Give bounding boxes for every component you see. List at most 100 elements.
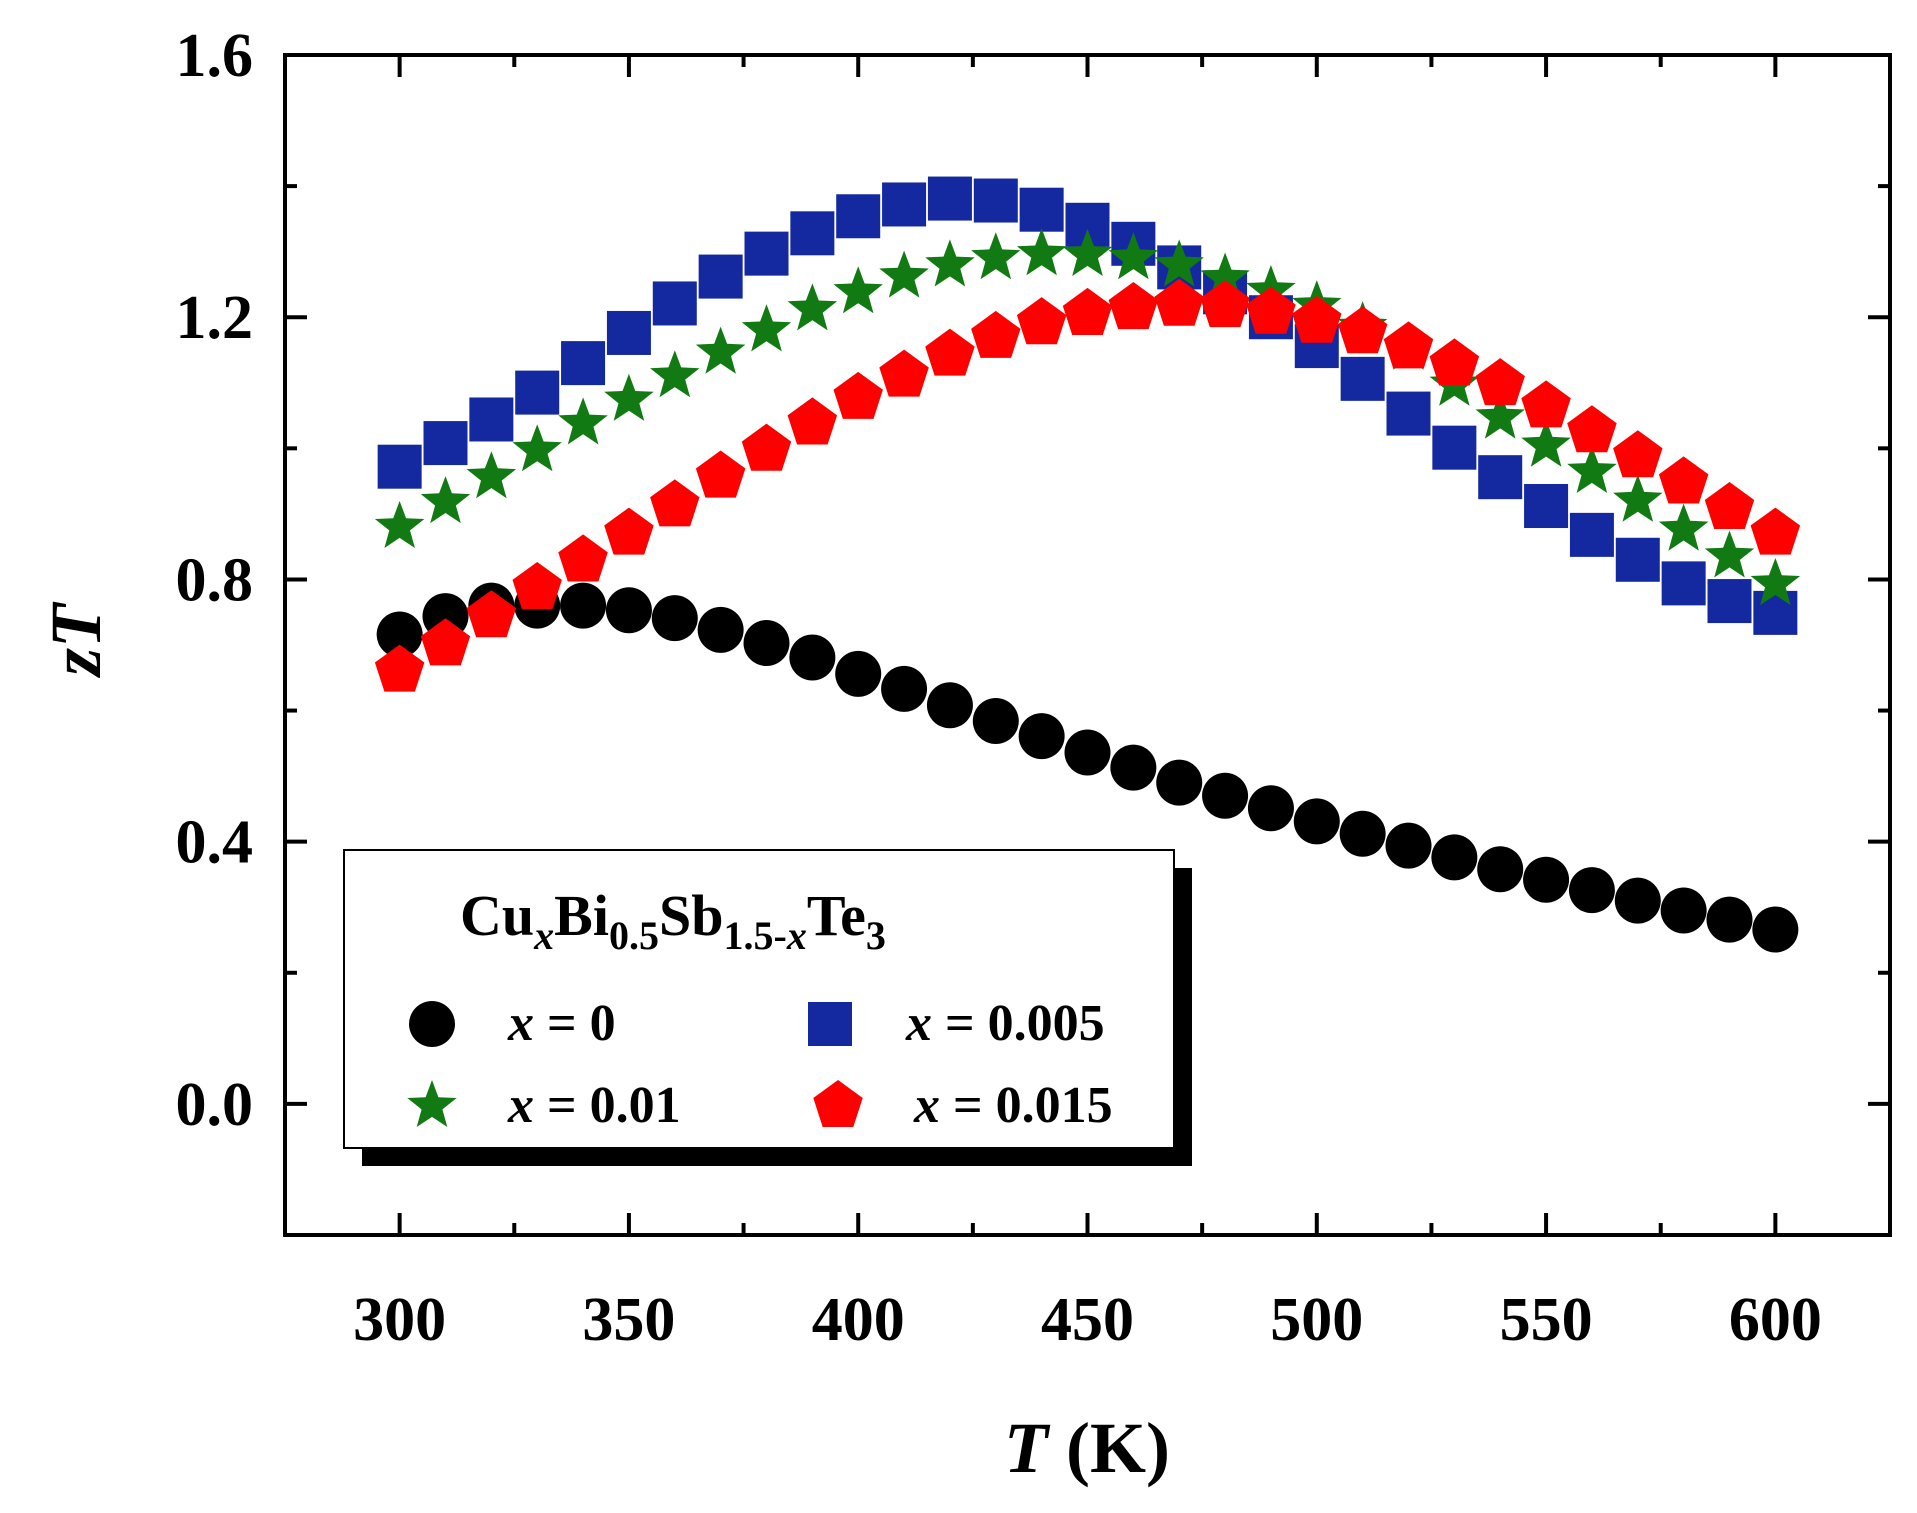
data-point [1383,321,1434,369]
legend: CuxBi0.5Sb1.5-xTe3 x = 0 x = 0.005 x = 0… [343,849,1192,1166]
data-point [1016,297,1067,345]
data-point [1156,759,1203,806]
legend-marker-1 [808,1002,852,1046]
data-point [1064,729,1111,776]
legend-marker-0 [409,1001,455,1047]
data-point [1431,834,1478,881]
data-point [1750,507,1801,555]
data-point [789,634,836,681]
data-point [879,250,929,298]
data-point [1661,561,1706,606]
data-point [1432,425,1477,470]
data-point [1706,896,1753,943]
data-point [695,326,746,374]
x-tick-label: 550 [1500,1286,1593,1354]
data-point [1200,280,1250,328]
x-tick-label: 300 [353,1286,446,1354]
data-point [1386,391,1431,436]
data-point [1246,286,1296,334]
x-tick-label: 450 [1041,1286,1134,1354]
data-point [1658,503,1709,551]
data-point [879,349,929,397]
x-tick-label: 500 [1270,1286,1363,1354]
data-point [1569,512,1614,557]
data-point [833,266,883,314]
x-tick-label: 350 [582,1286,675,1354]
data-point [835,650,882,697]
data-point [1478,455,1523,500]
legend-markers [407,1001,863,1127]
data-point [604,507,654,555]
data-point [1429,338,1480,386]
y-axis-title: zT [36,601,116,679]
data-point [971,310,1021,358]
data-point [1337,306,1388,354]
y-tick-label: 0.8 [176,546,254,614]
legend-title: CuxBi0.5Sb1.5-xTe3 [460,883,886,958]
data-point [558,397,608,445]
data-point [512,562,562,609]
data-point [1247,785,1294,832]
data-point [787,397,838,445]
series-0 [376,582,1799,953]
data-point [558,534,608,582]
y-tick-label: 0.4 [176,809,254,877]
data-point [1200,252,1250,300]
data-point [1062,228,1113,276]
x-axis-title: T (K) [1004,1408,1170,1488]
y-tick-label: 1.2 [176,284,254,352]
data-point [787,283,838,331]
data-point [925,239,975,287]
legend-label-x0: x = 0 [507,995,616,1052]
legend-label-x0015: x = 0.015 [913,1077,1113,1134]
data-point [882,182,927,227]
data-series [374,176,1801,953]
legend-marker-2 [407,1080,457,1127]
data-point [1292,295,1342,343]
data-point [1704,482,1755,529]
data-point [1340,356,1385,401]
data-point [374,501,425,548]
legend-label-x001: x = 0.01 [507,1077,681,1134]
data-point [374,644,425,692]
data-point [1110,744,1157,791]
data-point [1108,232,1159,280]
data-point [1615,537,1660,582]
data-point [376,611,423,658]
data-point [744,231,789,276]
data-point [1613,430,1663,478]
data-point [790,211,835,256]
data-point [973,178,1018,223]
data-point [927,176,972,221]
data-point [1567,405,1617,453]
series-3 [374,278,1801,692]
data-point [650,479,700,527]
data-point [1524,484,1569,529]
data-point [512,424,562,472]
data-point [420,618,471,666]
data-point [604,373,654,421]
data-point [971,232,1021,280]
data-point [1753,590,1798,635]
data-point [1016,228,1067,276]
data-point [561,341,606,386]
data-point [743,620,790,667]
data-point [1202,772,1249,819]
data-point [423,421,468,466]
data-point [925,328,975,376]
data-point [1614,877,1661,924]
data-point [972,698,1019,745]
data-point [420,476,471,524]
axis-ticks [283,53,1892,1237]
data-point [469,397,514,442]
data-point [881,665,928,712]
data-point [606,310,651,355]
data-point [1567,445,1617,493]
data-point [605,587,652,634]
data-point [652,281,697,326]
data-point [1339,810,1386,857]
data-point [1521,380,1571,428]
data-point [1154,278,1204,326]
data-point [466,451,517,499]
